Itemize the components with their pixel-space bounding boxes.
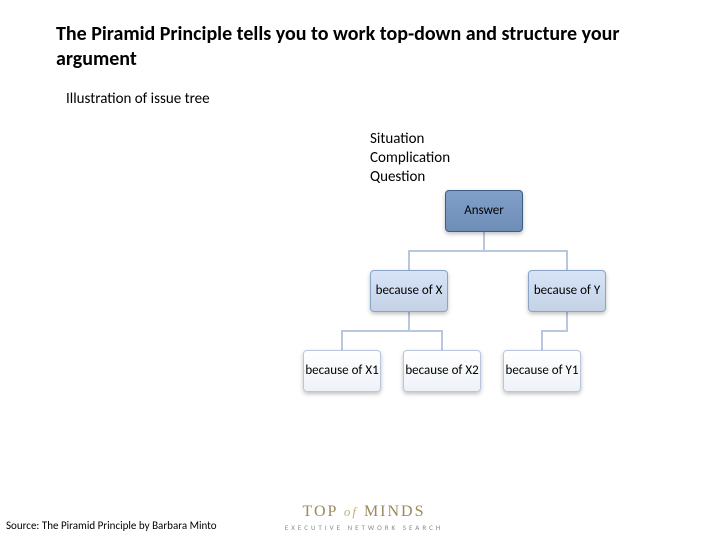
tree-node-bx2: because of X2 [403, 350, 481, 392]
scq-block: Situation Complication Question [370, 130, 450, 186]
source-citation: Source: The Piramid Principle by Barbara… [6, 519, 217, 532]
tree-edge [484, 232, 567, 270]
slide-title: The Piramid Principle tells you to work … [56, 22, 676, 72]
scq-question: Question [370, 168, 450, 187]
tree-node-bx1: because of X1 [303, 350, 381, 392]
slide: The Piramid Principle tells you to work … [0, 0, 728, 546]
tree-edge [342, 312, 409, 350]
tree-node-by: because of Y [528, 270, 606, 312]
footer-logo: TOP of MINDS EXECUTIVE NETWORK SEARCH [285, 503, 443, 532]
logo-sub: EXECUTIVE NETWORK SEARCH [285, 523, 443, 532]
logo-mid: of [344, 504, 358, 519]
tree-edge [409, 232, 484, 270]
scq-situation: Situation [370, 130, 450, 149]
tree-edge [542, 312, 567, 350]
logo-left: TOP [302, 503, 337, 520]
scq-complication: Complication [370, 149, 450, 168]
tree-node-bx: because of X [370, 270, 448, 312]
slide-subtitle: Illustration of issue tree [66, 90, 210, 108]
logo-main: TOP of MINDS [285, 503, 443, 521]
tree-edge [409, 312, 442, 350]
logo-right: MINDS [364, 503, 426, 520]
tree-node-by1: because of Y1 [503, 350, 581, 392]
issue-tree: Answer because of X because of Y because of… [290, 190, 700, 440]
tree-node-answer: Answer [445, 190, 523, 232]
